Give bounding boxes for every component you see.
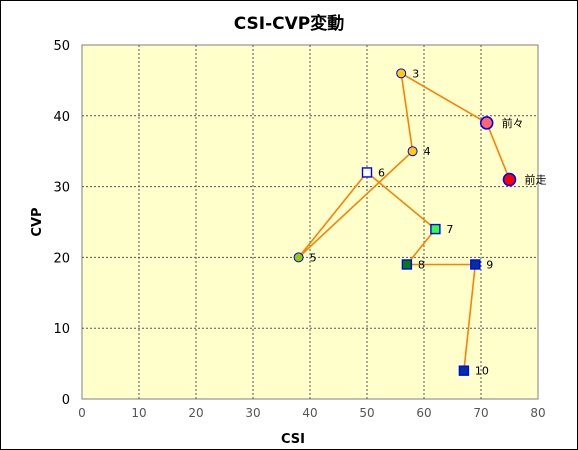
x-tick-label: 30 <box>245 406 260 420</box>
data-point-marker <box>293 252 304 263</box>
data-point-label: 7 <box>446 223 453 236</box>
x-axis-label: CSI <box>281 432 305 447</box>
data-point-label: 9 <box>486 258 493 271</box>
data-point-marker <box>430 223 441 235</box>
data-point-marker <box>470 259 481 270</box>
data-point-label: 前走 <box>525 173 547 187</box>
x-tick-label: 50 <box>359 406 374 420</box>
data-point-label: 5 <box>310 251 317 264</box>
data-point-marker <box>396 68 407 79</box>
series-polyline <box>297 71 511 371</box>
x-tick-label: 80 <box>530 406 545 420</box>
y-tick-label: 20 <box>53 251 70 266</box>
y-tick-label: 50 <box>53 39 70 54</box>
chart-title: CSI-CVP変動 <box>234 13 345 34</box>
y-tick-label: 0 <box>62 393 70 408</box>
y-tick-label: 40 <box>53 110 70 125</box>
data-point-label: 6 <box>378 166 385 179</box>
series-line <box>297 71 511 371</box>
data-point-marker <box>458 365 470 376</box>
x-tick-label: 60 <box>416 406 431 420</box>
data-point-marker <box>361 167 373 178</box>
series-markers <box>293 68 517 376</box>
data-point-label: 3 <box>412 67 419 80</box>
y-axis-label: CVP <box>30 207 45 236</box>
x-tick-label: 0 <box>78 406 86 420</box>
data-point-label: 10 <box>475 365 489 378</box>
data-point-marker <box>479 116 494 130</box>
data-point-marker <box>401 259 413 270</box>
point-labels: 前走 前々 3 4 5 6 7 8 9 10 <box>310 67 547 377</box>
data-point-label: 8 <box>418 258 425 271</box>
x-tick-label: 10 <box>131 406 146 420</box>
grid-lines <box>82 45 538 399</box>
x-tick-label: 40 <box>302 406 317 420</box>
y-axis-ticks: 0 10 20 30 40 50 <box>53 39 70 408</box>
x-tick-label: 20 <box>188 406 203 420</box>
y-tick-label: 30 <box>53 181 70 196</box>
data-point-label: 4 <box>424 145 431 158</box>
data-point-label: 前々 <box>502 116 524 130</box>
data-point-marker <box>407 146 418 157</box>
y-tick-label: 10 <box>53 322 70 337</box>
x-axis-ticks: 0 10 20 30 40 50 60 70 80 <box>78 406 545 420</box>
x-tick-label: 70 <box>473 406 488 420</box>
data-point-marker <box>502 172 517 187</box>
